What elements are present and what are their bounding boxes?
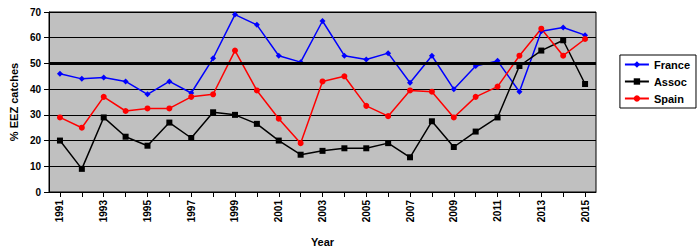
svg-text:2013: 2013 <box>536 200 547 223</box>
svg-text:2009: 2009 <box>448 200 459 223</box>
svg-text:70: 70 <box>30 7 42 18</box>
svg-text:20: 20 <box>30 135 42 146</box>
svg-text:Year: Year <box>311 236 335 248</box>
svg-text:2015: 2015 <box>580 200 591 223</box>
svg-text:Spain: Spain <box>654 93 684 105</box>
svg-text:Assoc: Assoc <box>654 76 687 88</box>
svg-text:1999: 1999 <box>229 200 240 223</box>
svg-text:1997: 1997 <box>186 200 197 223</box>
svg-text:1991: 1991 <box>54 200 65 223</box>
svg-text:2007: 2007 <box>405 200 416 223</box>
svg-text:France: France <box>654 59 690 71</box>
svg-text:50: 50 <box>30 58 42 69</box>
svg-text:40: 40 <box>30 84 42 95</box>
svg-text:1993: 1993 <box>98 200 109 223</box>
svg-text:% EEZ catches: % EEZ catches <box>8 63 20 141</box>
svg-text:60: 60 <box>30 32 42 43</box>
svg-text:1995: 1995 <box>142 200 153 223</box>
svg-text:2011: 2011 <box>492 200 503 222</box>
svg-text:10: 10 <box>30 161 42 172</box>
svg-text:2001: 2001 <box>273 200 284 223</box>
svg-text:30: 30 <box>30 109 42 120</box>
svg-text:2003: 2003 <box>317 200 328 223</box>
svg-text:0: 0 <box>35 187 41 198</box>
svg-text:2005: 2005 <box>361 200 372 223</box>
